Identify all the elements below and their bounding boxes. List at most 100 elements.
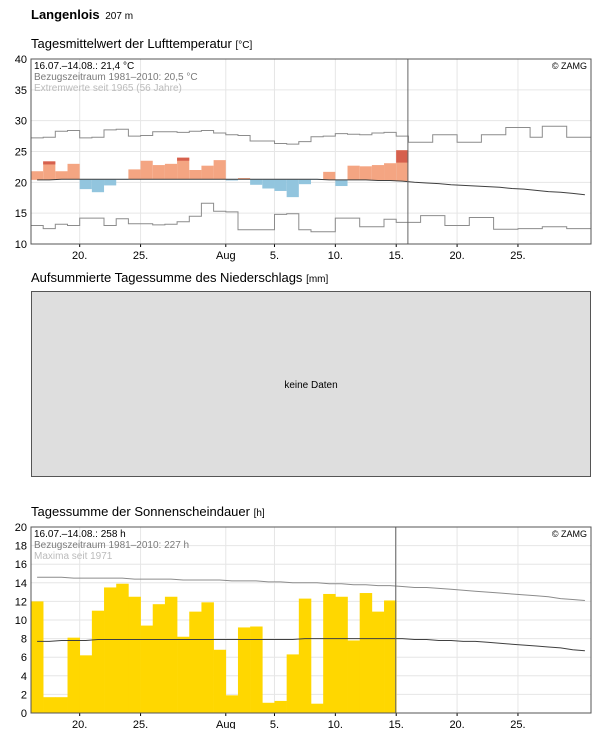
- temperature-info-reference: Bezugszeitraum 1981–2010: 20,5 °C: [34, 72, 198, 83]
- temperature-title-text: Tagesmittelwert der Lufttemperatur: [31, 36, 232, 51]
- sunshine-info-reference: Bezugszeitraum 1981–2010: 227 h: [34, 540, 189, 551]
- sunshine-bar: [128, 596, 141, 713]
- station-title: Langenlois 207 m: [31, 7, 133, 22]
- sunshine-bar: [116, 583, 129, 713]
- sunshine-bar: [213, 649, 227, 713]
- sunshine-bar: [164, 596, 178, 713]
- sunshine-bar: [384, 600, 397, 713]
- sunshine-info-current: 16.07.–14.08.: 258 h: [34, 529, 126, 540]
- sunshine-x-tick-label: 5.: [270, 719, 279, 729]
- temperature-bar: [189, 170, 202, 180]
- precipitation-title-text: Aufsummierte Tagessumme des Niederschlag…: [31, 270, 303, 285]
- sunshine-bar: [43, 697, 56, 713]
- sunshine-plot-frame: [30, 526, 592, 714]
- sunshine-maxima-line: [37, 576, 585, 601]
- temperature-x-tick-label: 25.: [510, 250, 525, 262]
- sunshine-bar: [189, 611, 202, 713]
- sunshine-bar: [152, 604, 166, 713]
- temperature-x-tick-label: 20.: [449, 250, 464, 262]
- sunshine-x-tick-label: 10.: [328, 719, 343, 729]
- sunshine-y-tick-label: 14: [15, 578, 27, 590]
- sunshine-bar: [371, 611, 385, 713]
- temperature-bar: [335, 179, 348, 187]
- sunshine-bar: [55, 697, 68, 713]
- temperature-bar: [104, 179, 117, 186]
- sunshine-bar: [250, 626, 263, 713]
- sunshine-bar: [201, 602, 214, 713]
- temperature-max-extreme-line: [31, 125, 591, 145]
- temperature-bar: [201, 165, 214, 180]
- precipitation-chart: keine Daten: [31, 291, 591, 477]
- temperature-bar: [140, 160, 153, 180]
- sunshine-bar: [225, 695, 239, 713]
- temperature-record-bar: [396, 150, 409, 163]
- temperature-y-tick-label: 25: [15, 147, 27, 159]
- temperature-bar: [250, 179, 263, 185]
- temperature-x-tick-label: 20.: [72, 250, 87, 262]
- temperature-bar: [213, 160, 226, 180]
- temperature-bar: [164, 163, 178, 180]
- temperature-x-tick-label: 15.: [389, 250, 404, 262]
- sunshine-x-tick-label: Aug: [216, 719, 236, 729]
- temperature-info-current: 16.07.–14.08.: 21,4 °C: [34, 61, 134, 72]
- sunshine-y-tick-label: 10: [15, 615, 27, 627]
- temperature-record-bar: [43, 161, 56, 165]
- temperature-bar: [286, 179, 299, 198]
- temperature-bar: [237, 178, 251, 180]
- sunshine-y-tick-label: 12: [15, 596, 27, 608]
- station-elevation: 207 m: [105, 11, 134, 22]
- station-name: Langenlois: [31, 7, 100, 22]
- temperature-bar: [347, 165, 360, 180]
- temperature-bar: [225, 179, 238, 181]
- temperature-bar: [55, 171, 68, 180]
- sunshine-title-text: Tagessumme der Sonnenscheindauer: [31, 504, 250, 519]
- temperature-record-bar: [177, 157, 190, 161]
- temperature-x-tick-label: 25.: [133, 250, 148, 262]
- temperature-chart-title: Tagesmittelwert der Lufttemperatur [°C]: [31, 36, 252, 51]
- sunshine-y-tick-label: 20: [15, 522, 27, 534]
- sunshine-bar: [31, 601, 44, 713]
- sunshine-bar: [104, 587, 117, 713]
- sunshine-bar: [237, 627, 251, 713]
- sunshine-bar: [274, 700, 287, 713]
- sunshine-y-tick-label: 0: [21, 708, 27, 720]
- temperature-info-extremes: Extremwerte seit 1965 (56 Jahre): [34, 83, 182, 94]
- sunshine-y-tick-label: 18: [15, 541, 27, 553]
- sunshine-bar: [359, 593, 373, 713]
- sunshine-bar: [311, 703, 324, 713]
- sunshine-bar: [323, 593, 336, 713]
- temperature-y-tick-label: 10: [15, 239, 27, 251]
- precipitation-unit: [mm]: [306, 274, 329, 285]
- sunshine-x-tick-label: 20.: [449, 719, 464, 729]
- sunshine-y-tick-label: 6: [21, 652, 27, 664]
- sunshine-bar: [140, 625, 154, 713]
- sunshine-x-tick-label: 20.: [72, 719, 87, 729]
- temperature-y-tick-label: 30: [15, 116, 27, 128]
- temperature-copyright: © ZAMG: [552, 61, 587, 71]
- sunshine-bar: [79, 655, 93, 713]
- temperature-x-tick-label: Aug: [216, 250, 236, 262]
- sunshine-bar: [286, 654, 300, 713]
- sunshine-y-tick-label: 4: [21, 671, 27, 683]
- sunshine-info-maxima: Maxima seit 1971: [34, 551, 113, 562]
- sunshine-x-tick-label: 15.: [389, 719, 404, 729]
- temperature-bar: [67, 163, 80, 180]
- temperature-bar: [384, 163, 397, 181]
- temperature-bar: [323, 171, 336, 180]
- temperature-bar: [274, 179, 287, 191]
- sunshine-bar: [347, 640, 360, 713]
- temperature-y-tick-label: 20: [15, 177, 27, 189]
- temperature-bar: [128, 169, 141, 180]
- sunshine-chart-title: Tagessumme der Sonnenscheindauer [h]: [31, 504, 265, 519]
- temperature-bar: [43, 161, 56, 180]
- sunshine-x-tick-label: 25.: [510, 719, 525, 729]
- sunshine-copyright: © ZAMG: [552, 529, 587, 539]
- temperature-x-tick-label: 10.: [328, 250, 343, 262]
- sunshine-bar: [67, 637, 80, 713]
- temperature-bar: [91, 179, 105, 193]
- temperature-y-tick-label: 40: [15, 54, 27, 66]
- temperature-x-tick-label: 5.: [270, 250, 279, 262]
- sunshine-bar: [335, 596, 348, 713]
- temperature-bar: [152, 165, 165, 180]
